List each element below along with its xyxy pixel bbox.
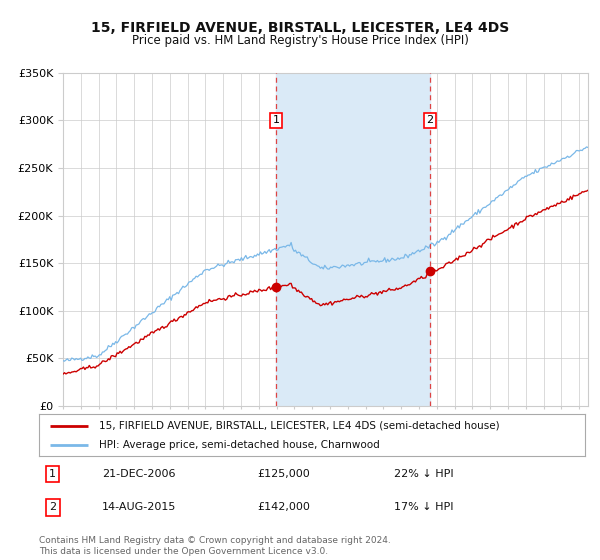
Text: 22% ↓ HPI: 22% ↓ HPI — [394, 469, 454, 479]
Text: 15, FIRFIELD AVENUE, BIRSTALL, LEICESTER, LE4 4DS (semi-detached house): 15, FIRFIELD AVENUE, BIRSTALL, LEICESTER… — [99, 421, 500, 431]
Text: Contains HM Land Registry data © Crown copyright and database right 2024.
This d: Contains HM Land Registry data © Crown c… — [39, 536, 391, 556]
Text: 21-DEC-2006: 21-DEC-2006 — [102, 469, 175, 479]
Text: HPI: Average price, semi-detached house, Charnwood: HPI: Average price, semi-detached house,… — [99, 440, 380, 450]
Text: £142,000: £142,000 — [257, 502, 310, 512]
Text: 17% ↓ HPI: 17% ↓ HPI — [394, 502, 454, 512]
Text: 1: 1 — [49, 469, 56, 479]
Text: 2: 2 — [49, 502, 56, 512]
Text: £125,000: £125,000 — [257, 469, 310, 479]
Text: Price paid vs. HM Land Registry's House Price Index (HPI): Price paid vs. HM Land Registry's House … — [131, 34, 469, 46]
Bar — [276, 73, 430, 406]
Text: 15, FIRFIELD AVENUE, BIRSTALL, LEICESTER, LE4 4DS: 15, FIRFIELD AVENUE, BIRSTALL, LEICESTER… — [91, 21, 509, 35]
Text: 14-AUG-2015: 14-AUG-2015 — [102, 502, 176, 512]
Text: 1: 1 — [272, 115, 280, 125]
Text: 2: 2 — [427, 115, 434, 125]
